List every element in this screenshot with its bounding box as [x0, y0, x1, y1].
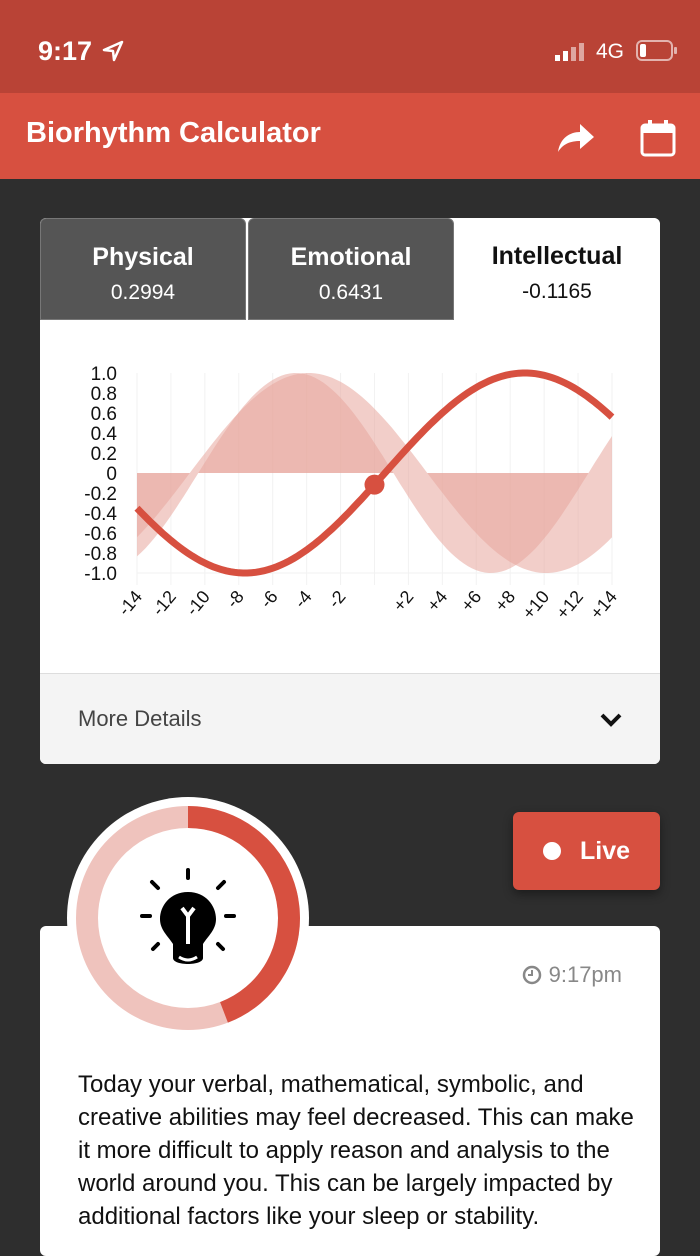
live-label: Live: [580, 837, 631, 865]
x-tick-label: -6: [256, 587, 282, 612]
tab-label: Emotional: [290, 243, 412, 271]
x-tick-label: +14: [586, 587, 621, 623]
y-tick-label: -0.8: [84, 544, 117, 565]
x-tick-label: -2: [324, 587, 350, 612]
x-tick-label: +12: [552, 587, 587, 623]
y-tick-label: 0.6: [91, 404, 117, 425]
x-tick-label: -12: [148, 587, 180, 620]
tab-intellectual[interactable]: Intellectual -0.1165: [454, 218, 660, 320]
network-type: 4G: [596, 40, 625, 63]
description-text: Today your verbal, mathematical, symboli…: [78, 1071, 634, 1230]
app-title: Biorhythm Calculator: [26, 117, 321, 149]
intellectual-gauge: [67, 797, 309, 1039]
x-tick-label: -4: [290, 587, 316, 612]
y-tick-label: -0.6: [84, 524, 117, 545]
tab-value: -0.1165: [522, 280, 592, 303]
x-tick-label: -8: [222, 587, 248, 612]
x-tick-label: +4: [423, 587, 452, 616]
timestamp-text: 9:17pm: [548, 962, 622, 987]
tab-value: 0.6431: [318, 281, 384, 304]
today-marker: [364, 474, 385, 495]
y-tick-label: -0.2: [84, 484, 117, 505]
share-icon[interactable]: [556, 120, 596, 154]
app-header: Biorhythm Calculator: [0, 93, 700, 179]
location-arrow-icon: [102, 40, 124, 62]
status-bar: 9:17 4G: [0, 0, 700, 93]
tab-label: Intellectual: [491, 242, 623, 270]
series-area-emotional: [137, 373, 612, 573]
clock-icon: [523, 965, 542, 985]
live-button[interactable]: Live: [513, 812, 660, 890]
tab-emotional[interactable]: Emotional 0.6431: [248, 218, 454, 320]
tab-value: 0.2994: [110, 281, 176, 304]
more-details-button[interactable]: More Details: [40, 673, 660, 764]
status-time: 9:17: [38, 36, 93, 66]
y-tick-label: 0.8: [91, 384, 117, 405]
y-tick-label: 0: [106, 464, 117, 485]
battery-icon: [636, 40, 677, 61]
chevron-down-icon: [600, 713, 622, 727]
calendar-icon[interactable]: [640, 119, 676, 157]
x-tick-label: +6: [457, 587, 486, 616]
gauge-progress-arc: [187, 806, 300, 1023]
live-dot-icon: [543, 842, 561, 860]
tab-physical[interactable]: Physical 0.2994: [40, 218, 246, 320]
biorhythm-card: Physical 0.2994 Emotional 0.6431 Intellect…: [40, 218, 660, 764]
x-tick-label: +8: [491, 587, 520, 616]
x-tick-label: +2: [389, 587, 418, 616]
y-tick-label: -0.4: [84, 504, 117, 525]
x-tick-label: -14: [114, 587, 146, 620]
y-tick-label: 1.0: [91, 364, 117, 385]
x-tick-label: -10: [182, 587, 214, 620]
more-details-label: More Details: [78, 706, 202, 731]
tab-label: Physical: [92, 243, 194, 271]
biorhythm-chart: 1.00.80.60.40.20-0.2-0.4-0.6-0.8-1.0-14-…: [84, 364, 621, 623]
timestamp: 9:17pm: [522, 962, 622, 988]
x-tick-label: +10: [518, 587, 553, 623]
y-tick-label: -1.0: [84, 564, 117, 585]
y-tick-label: 0.2: [91, 444, 117, 465]
y-tick-label: 0.4: [91, 424, 118, 445]
lightbulb-icon: [140, 868, 236, 964]
signal-icon: [555, 43, 584, 61]
